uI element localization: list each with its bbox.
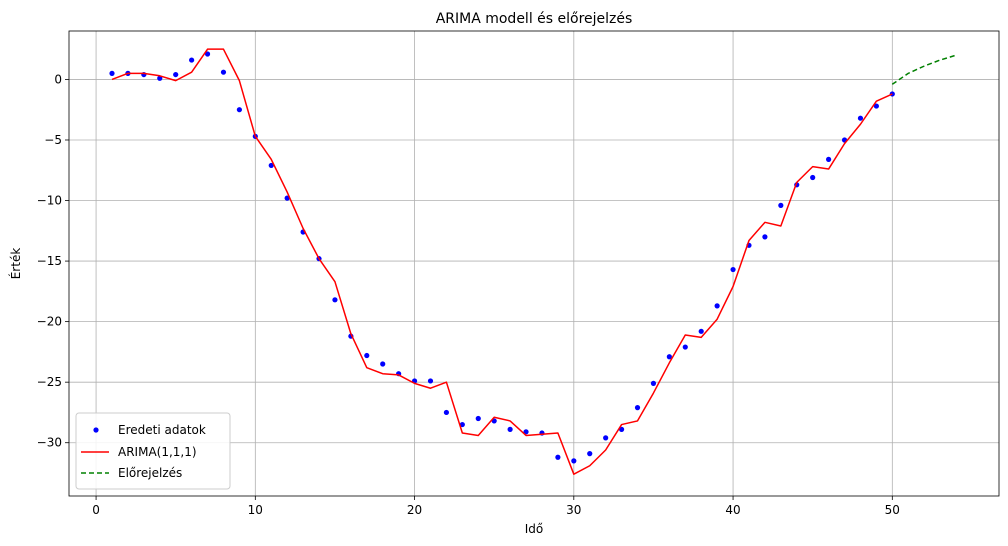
data-point	[889, 91, 895, 97]
data-point	[109, 70, 115, 76]
data-point	[762, 234, 768, 240]
y-axis-label: Érték	[8, 248, 23, 280]
x-tick-label: 20	[407, 503, 422, 517]
data-point	[173, 71, 179, 78]
data-point	[555, 454, 561, 460]
data-point	[873, 103, 879, 109]
y-tick-label: −20	[37, 315, 62, 329]
data-point	[682, 344, 688, 350]
data-point	[268, 162, 274, 169]
y-tick-label: −5	[44, 133, 62, 147]
legend-marker-eredeti-adatok	[93, 427, 99, 433]
legend: Eredeti adatok ARIMA(1,1,1) Előrejelzés	[75, 412, 231, 490]
y-tick-label: −10	[37, 194, 62, 208]
data-point	[714, 303, 720, 309]
data-point	[666, 354, 672, 360]
data-point	[189, 57, 195, 63]
x-axis-label: Idő	[525, 522, 544, 536]
data-point	[380, 361, 386, 367]
data-point	[220, 69, 227, 75]
forecast-line	[891, 54, 957, 85]
x-tick-label: 30	[566, 503, 581, 517]
y-tick-label: −25	[37, 375, 62, 389]
plot-frame	[68, 30, 1000, 497]
legend-label-eredeti-adatok: Eredeti adatok	[118, 423, 206, 437]
model-line	[111, 48, 893, 475]
data-point	[459, 421, 465, 428]
data-point	[571, 458, 577, 464]
chart-title: ARIMA modell és előrejelzés	[436, 11, 633, 27]
data-point	[857, 115, 864, 121]
x-tick-label: 40	[725, 503, 740, 517]
legend-box	[75, 412, 231, 490]
data-point	[204, 51, 211, 57]
data-point	[778, 202, 784, 208]
data-point	[634, 405, 641, 411]
data-point	[603, 435, 609, 441]
legend-label-elorejelzes: Előrejelzés	[118, 466, 182, 480]
ticks: 0 10 20 30 40 50 0 −5 −10 −15 −20 −25 −30	[37, 72, 900, 517]
y-tick-label: −30	[37, 436, 62, 450]
data-point	[618, 426, 625, 432]
y-tick-label: 0	[54, 72, 62, 86]
data-point	[650, 380, 657, 386]
x-tick-label: 10	[248, 503, 263, 517]
legend-label-arima: ARIMA(1,1,1)	[118, 445, 197, 459]
data-point	[826, 156, 832, 162]
data-point	[427, 378, 434, 384]
data-point	[475, 415, 481, 422]
data-point	[443, 409, 450, 416]
x-tick-label: 0	[92, 503, 100, 517]
series-layer	[109, 48, 957, 475]
data-point	[236, 107, 242, 113]
data-point	[507, 426, 513, 432]
grid	[69, 31, 999, 496]
data-point	[810, 174, 816, 181]
data-point	[523, 429, 529, 435]
x-tick-label: 50	[885, 503, 900, 517]
data-point	[332, 297, 338, 303]
data-point	[698, 328, 704, 334]
data-point	[364, 352, 370, 359]
data-point	[730, 266, 736, 273]
y-tick-label: −15	[37, 254, 62, 268]
data-point	[587, 451, 593, 457]
